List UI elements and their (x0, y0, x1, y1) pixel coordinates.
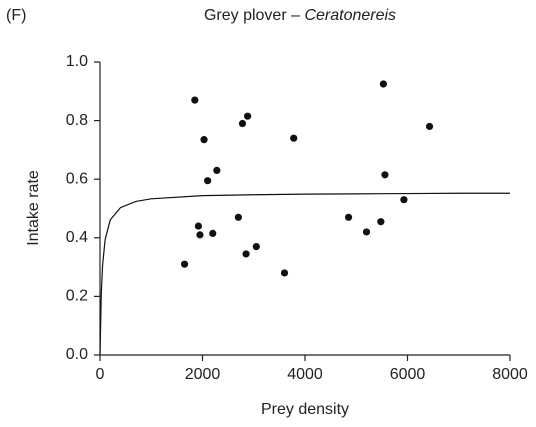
point (234, 213, 242, 221)
point (381, 171, 389, 179)
point (209, 229, 217, 238)
point (204, 177, 212, 185)
point (344, 213, 353, 221)
y-tick-label: 1.0 (66, 53, 88, 70)
x-tick-label: 4000 (287, 366, 323, 383)
fit-line (99, 192, 510, 356)
point (238, 119, 247, 128)
point (379, 80, 388, 88)
x-tick-label: 0 (96, 366, 105, 383)
y-tick-label: 0.6 (66, 170, 88, 187)
point (200, 136, 208, 144)
panel-label: (F) (6, 7, 26, 24)
point (242, 250, 250, 258)
point (194, 222, 202, 230)
y-tick-label: 0.0 (66, 346, 88, 363)
point (280, 269, 289, 277)
point (180, 260, 189, 268)
point (425, 122, 434, 131)
point (290, 134, 298, 142)
y-tick-label: 0.4 (66, 229, 88, 246)
x-tick-label: 8000 (492, 366, 528, 383)
y-tick-label: 0.8 (66, 112, 88, 129)
x-tick-label: 6000 (390, 366, 426, 383)
point (196, 231, 204, 239)
point (244, 112, 252, 120)
point (377, 218, 385, 226)
point (362, 228, 371, 236)
point (400, 196, 408, 204)
x-axis-label: Prey density (261, 401, 349, 418)
x-tick-label: 2000 (185, 366, 221, 383)
y-axis-label: Intake rate (25, 170, 42, 246)
title-text: Grey plover – (204, 7, 304, 24)
point (252, 242, 260, 251)
y-tick-label: 0.2 (66, 288, 88, 305)
chart-title: Grey plover – Ceratonereis (204, 7, 396, 24)
point (191, 96, 199, 104)
point (213, 166, 221, 175)
title-italic: Ceratonereis (304, 7, 396, 24)
